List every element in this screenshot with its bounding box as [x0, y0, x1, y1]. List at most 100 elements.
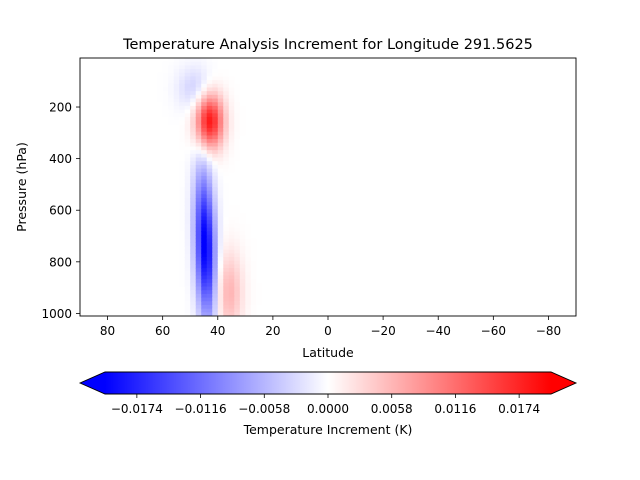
- heatmap-cell: [168, 80, 175, 85]
- heatmap-cell: [80, 238, 87, 243]
- heatmap-cell: [377, 234, 384, 240]
- heatmap-cell: [162, 201, 169, 207]
- heatmap-cell: [344, 245, 351, 251]
- heatmap-cell: [91, 209, 98, 214]
- heatmap-cell: [305, 179, 313, 184]
- heatmap-cell: [405, 69, 412, 74]
- heatmap-cell: [184, 116, 191, 122]
- heatmap-cell: [80, 268, 87, 273]
- heatmap-cell: [421, 61, 428, 66]
- heatmap-cell: [355, 308, 362, 313]
- heatmap-cell: [328, 150, 335, 155]
- heatmap-cell: [361, 245, 368, 251]
- heatmap-cell: [228, 293, 235, 299]
- heatmap-cell: [383, 102, 390, 107]
- heatmap-cell: [449, 260, 456, 265]
- heatmap-cell: [344, 175, 351, 181]
- heatmap-cell: [201, 231, 208, 236]
- heatmap-cell: [168, 109, 175, 114]
- heatmap-cell: [228, 216, 235, 221]
- heatmap-cell: [212, 80, 219, 85]
- heatmap-cell: [289, 124, 296, 129]
- heatmap-cell: [118, 286, 125, 291]
- heatmap-cell: [217, 105, 224, 111]
- heatmap-cell: [465, 150, 472, 155]
- heatmap-cell: [278, 271, 285, 277]
- heatmap-cell: [118, 124, 125, 129]
- heatmap-cell: [294, 139, 302, 144]
- heatmap-cell: [124, 275, 131, 280]
- heatmap-cell: [195, 220, 202, 225]
- heatmap-cell: [212, 279, 219, 284]
- heatmap-cell: [151, 135, 158, 140]
- heatmap-cell: [399, 135, 406, 140]
- heatmap-cell: [261, 105, 268, 111]
- heatmap-cell: [410, 102, 417, 107]
- heatmap-cell: [245, 216, 252, 221]
- heatmap-cell: [454, 172, 461, 177]
- heatmap-cell: [294, 175, 302, 181]
- heatmap-cell: [278, 157, 285, 162]
- heatmap-cell: [80, 168, 87, 173]
- heatmap-cell: [333, 190, 340, 195]
- heatmap-cell: [427, 120, 434, 125]
- heatmap-cell: [372, 308, 379, 313]
- heatmap-cell: [124, 179, 131, 184]
- heatmap-cell: [118, 212, 125, 218]
- heatmap-cell: [372, 271, 379, 277]
- heatmap-cell: [416, 128, 423, 133]
- heatmap-cell: [421, 183, 428, 188]
- heatmap-cell: [245, 268, 252, 273]
- heatmap-cell: [305, 227, 313, 232]
- heatmap-cell: [283, 257, 291, 262]
- heatmap-cell: [399, 164, 406, 170]
- heatmap-cell: [283, 183, 291, 188]
- heatmap-cell: [361, 238, 368, 243]
- heatmap-cell: [250, 242, 257, 247]
- heatmap-cell: [361, 201, 368, 207]
- heatmap-cell: [102, 150, 109, 155]
- heatmap-cell: [443, 139, 450, 144]
- heatmap-cell: [405, 220, 412, 225]
- heatmap-cell: [256, 190, 263, 195]
- heatmap-cell: [162, 245, 169, 251]
- heatmap-cell: [118, 231, 125, 236]
- heatmap-cell: [443, 242, 450, 247]
- heatmap-cell: [294, 223, 302, 229]
- heatmap-cell: [322, 146, 329, 151]
- heatmap-cell: [223, 223, 230, 229]
- heatmap-cell: [421, 212, 428, 218]
- heatmap-cell: [465, 264, 472, 269]
- heatmap-cell: [339, 161, 346, 166]
- heatmap-cell: [80, 153, 87, 159]
- heatmap-cell: [157, 308, 164, 313]
- heatmap-cell: [427, 249, 434, 254]
- heatmap-cell: [283, 58, 291, 63]
- heatmap-cell: [311, 135, 318, 140]
- heatmap-cell: [272, 234, 279, 240]
- heatmap-cell: [151, 94, 158, 100]
- heatmap-cell: [239, 120, 246, 125]
- heatmap-cell: [157, 212, 164, 218]
- heatmap-cell: [454, 297, 461, 302]
- heatmap-cell: [328, 157, 335, 162]
- heatmap-cell: [162, 286, 169, 291]
- heatmap-cell: [372, 135, 379, 140]
- heatmap-cell: [157, 98, 164, 103]
- heatmap-cell: [454, 279, 461, 284]
- heatmap-cell: [355, 113, 362, 118]
- heatmap-cell: [217, 153, 224, 159]
- heatmap-cell: [311, 146, 318, 151]
- heatmap-cell: [223, 131, 230, 136]
- heatmap-cell: [223, 209, 230, 214]
- heatmap-cell: [140, 242, 147, 247]
- heatmap-cell: [344, 139, 351, 144]
- heatmap-cell: [107, 87, 114, 92]
- heatmap-cell: [179, 98, 186, 103]
- heatmap-cell: [300, 301, 307, 306]
- heatmap-cell: [383, 120, 390, 125]
- heatmap-cell: [201, 253, 208, 258]
- heatmap-cell: [261, 271, 268, 277]
- heatmap-cell: [328, 61, 335, 66]
- heatmap-cell: [212, 223, 219, 229]
